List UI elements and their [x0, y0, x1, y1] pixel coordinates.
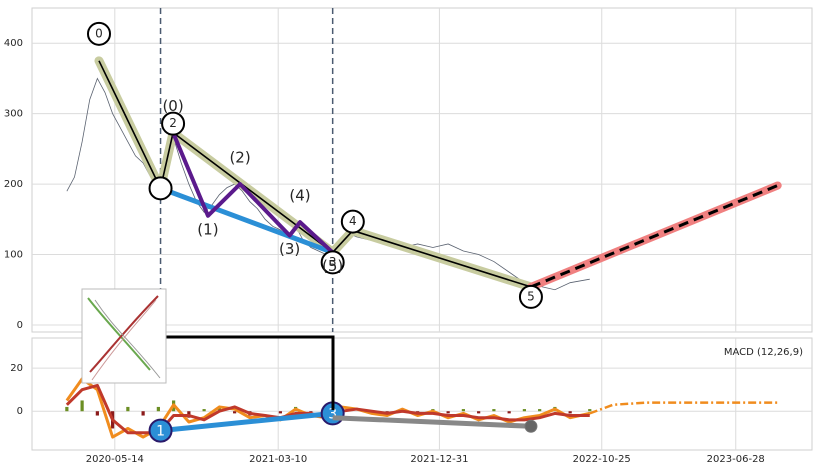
wave-label: (1)	[197, 220, 218, 238]
wave-point	[86, 21, 111, 46]
forecast-line	[589, 401, 778, 415]
trend-label: 1	[156, 424, 165, 440]
trend-line	[332, 415, 532, 429]
projection-line	[530, 184, 779, 289]
thumbnail	[81, 288, 167, 384]
trend-point	[524, 419, 538, 433]
histogram-bar	[156, 406, 160, 412]
trend-line	[159, 185, 334, 255]
wave-label: 0	[95, 26, 103, 40]
histogram-bar	[95, 411, 99, 416]
histogram-bar	[477, 411, 481, 414]
x-tick-label: 2022-10-25	[573, 454, 631, 465]
wave-label: (3)	[279, 240, 300, 258]
histogram-bar	[65, 406, 69, 412]
x-tick-label: 2020-05-14	[86, 454, 144, 465]
y-tick-label: 300	[4, 109, 23, 120]
wave-label: (5)	[322, 257, 343, 275]
y-tick-label: 200	[4, 179, 23, 190]
wave-point	[320, 250, 345, 275]
histogram-bar	[507, 411, 511, 414]
macd-title: MACD (12,26,9)	[724, 347, 803, 358]
histogram-bar	[80, 400, 84, 412]
histogram-bar	[461, 409, 465, 412]
y-tick-label: 400	[4, 38, 23, 49]
histogram-bar	[217, 406, 221, 412]
wave-label: (4)	[289, 187, 310, 205]
histogram-bar	[446, 411, 450, 414]
trend-point	[148, 418, 173, 443]
histogram-bar	[538, 409, 542, 412]
histogram-bar	[568, 411, 572, 414]
wave-line	[98, 60, 532, 288]
wave-point	[518, 284, 543, 309]
x-tick-label: 2023-06-28	[707, 454, 765, 465]
wave-line	[171, 131, 335, 254]
wave-label: 3	[329, 255, 337, 269]
wave-point	[340, 209, 365, 234]
y-tick-label: 0	[17, 320, 23, 331]
histogram-bar	[492, 409, 496, 412]
histogram-bar	[141, 411, 145, 416]
histogram-bar	[278, 411, 282, 414]
wave-point	[148, 176, 173, 201]
histogram-bar	[522, 409, 527, 412]
histogram-bar	[126, 406, 130, 412]
trend-line	[160, 410, 333, 434]
price-line	[66, 77, 590, 291]
connector	[166, 335, 335, 410]
wave-point	[161, 111, 186, 136]
wave-label: (2)	[229, 149, 250, 167]
y-tick-label: 0	[17, 406, 23, 417]
histogram-bar	[233, 411, 237, 414]
trend-label: 3	[328, 406, 337, 422]
y-tick-label: 100	[4, 250, 23, 261]
histogram-bar	[588, 409, 592, 412]
x-tick-label: 2021-12-31	[410, 454, 468, 465]
wave-label: 4	[349, 214, 357, 228]
histogram-bar	[202, 409, 206, 412]
wave-label: 5	[527, 289, 535, 303]
wave-label: (0)	[162, 97, 183, 115]
wave-label: 2	[169, 116, 177, 130]
x-tick-label: 2021-03-10	[249, 454, 307, 465]
y-tick-label: 20	[10, 363, 23, 374]
macd-layer: 2020-05-14 2021-03-10 2021-12-31 2022-10-25…	[10, 338, 812, 465]
